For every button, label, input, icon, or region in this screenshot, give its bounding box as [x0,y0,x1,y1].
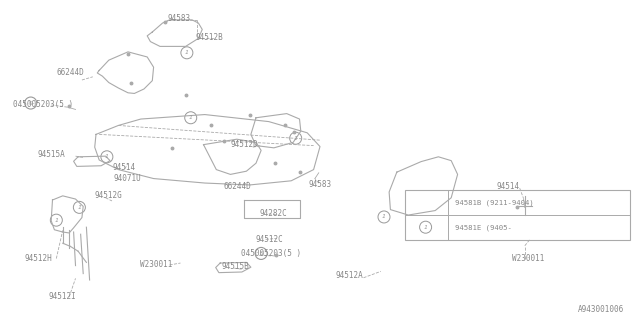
Text: 94512A: 94512A [335,271,363,280]
Text: 94583: 94583 [168,14,191,23]
Text: 1: 1 [185,50,189,55]
Text: 94581B (9211-9404): 94581B (9211-9404) [455,200,534,206]
Text: 94512C: 94512C [256,235,284,244]
Text: W230011: W230011 [512,254,545,263]
Text: 1: 1 [382,214,386,220]
Text: 94581E (9405-: 94581E (9405- [455,225,512,231]
Text: 1: 1 [294,136,298,141]
Bar [405,190,630,240]
Text: 94515A: 94515A [37,150,65,159]
Text: S: S [29,100,33,106]
Text: 94512H: 94512H [24,254,52,263]
Text: 045005203(5 ): 045005203(5 ) [241,249,301,258]
Text: 94282C: 94282C [260,209,287,218]
Text: 66244D: 66244D [224,182,252,191]
Text: W230011: W230011 [140,260,172,269]
Text: 1: 1 [54,218,58,223]
Text: 94512G: 94512G [95,191,122,200]
Text: 94514: 94514 [113,163,136,172]
Text: 1: 1 [105,154,109,159]
Text: 1: 1 [77,205,81,210]
Text: 1: 1 [424,225,428,230]
Text: 94583: 94583 [308,180,332,189]
Text: A943001006: A943001006 [578,305,624,314]
Text: 1: 1 [189,115,193,120]
Text: 045005203(5 ): 045005203(5 ) [13,100,73,109]
Text: 94515B: 94515B [221,262,249,271]
Text: 66244D: 66244D [56,68,84,77]
Text: 94512D: 94512D [230,140,258,149]
Text: 94512B: 94512B [196,33,223,42]
Text: S: S [259,251,263,256]
Text: 94512I: 94512I [49,292,76,301]
Text: 94071U: 94071U [114,174,141,183]
Text: 94514: 94514 [497,182,520,191]
